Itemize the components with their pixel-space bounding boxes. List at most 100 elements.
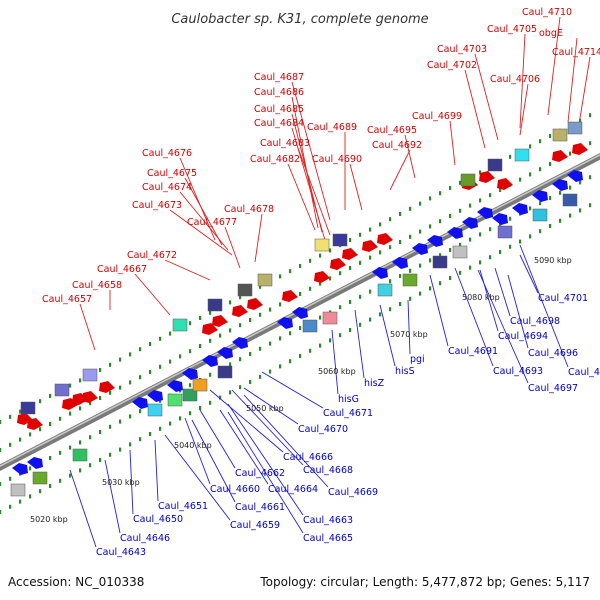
gene-label: Caul_4710 [522, 7, 572, 18]
bottom-gene-arrow [462, 217, 478, 229]
gene-label: Caul_4699 [412, 111, 462, 122]
tick-dot [149, 432, 152, 436]
gene-label: Caul_4658 [72, 280, 122, 291]
tick-dot [429, 196, 432, 201]
tick-dot [149, 342, 152, 346]
label-leader [243, 394, 329, 488]
tick-dot [249, 318, 252, 322]
tick-dot [199, 406, 202, 410]
bottom-gene-arrow [427, 235, 443, 247]
bottom-gene-arrow [167, 380, 183, 392]
tick-dot [279, 364, 282, 369]
gene-label: hisS [395, 366, 415, 377]
tick-dot [399, 212, 402, 216]
tick-dot [239, 385, 242, 390]
tick-dot [279, 302, 282, 307]
gene-label: Caul_4668 [303, 465, 353, 476]
tick-dot [269, 369, 272, 374]
gene-label: obgE [539, 28, 563, 39]
tick-dot [419, 263, 422, 268]
gene-box [257, 273, 273, 287]
gene-label: Caul_4659 [230, 520, 280, 531]
tick-dot [399, 274, 402, 278]
label-leader [191, 419, 236, 503]
label-leader [199, 409, 236, 469]
tick-dot [169, 421, 172, 426]
tick-dot [299, 292, 302, 296]
tick-dot [369, 255, 372, 260]
bottom-gene-arrow [492, 213, 508, 225]
tick-dot [129, 414, 132, 419]
tick-dot [499, 250, 502, 254]
tick-dot [569, 213, 572, 218]
tick-dot [469, 265, 472, 270]
gene-box [567, 121, 583, 135]
label-leader [407, 299, 411, 355]
tick-dot [19, 437, 22, 442]
bottom-gene-arrow [202, 355, 218, 367]
tick-dot [289, 331, 292, 336]
top-gene-arrow [247, 298, 263, 310]
tick-dot [509, 154, 512, 159]
tick-dot [589, 141, 592, 146]
tick-dot [319, 253, 322, 258]
tick-dot [0, 482, 2, 486]
gene-label: Caul_4693 [493, 366, 543, 377]
tick-dot [29, 432, 32, 437]
tick-dot [389, 279, 392, 284]
gene-box [460, 173, 476, 187]
tick-dot [249, 380, 252, 384]
top-gene-arrow [479, 171, 495, 183]
gene-box [532, 208, 548, 222]
gene-label: Caul_4703 [437, 44, 487, 55]
bottom-gene-arrow [12, 463, 28, 475]
gene-label: Caul_4698 [510, 316, 560, 327]
tick-dot [109, 452, 112, 457]
gene-box [217, 365, 233, 379]
tick-dot [99, 368, 102, 372]
label-leader [169, 209, 233, 256]
gene-label: Caul_4677 [187, 217, 237, 228]
tick-dot [139, 347, 142, 352]
tick-dot [49, 422, 52, 426]
tick-dot [549, 162, 552, 166]
gene-box [10, 483, 26, 497]
label-leader [231, 389, 304, 466]
tick-dot [89, 435, 92, 440]
gene-box [172, 318, 188, 332]
tick-dot [569, 151, 572, 156]
tick-dot [529, 206, 532, 211]
gene-label: Caul_4661 [235, 502, 285, 513]
gene-label: hisZ [364, 378, 385, 389]
gene-box [182, 388, 198, 402]
gene-label: Caul_4651 [158, 501, 208, 512]
tick-dot [329, 248, 332, 253]
tick-dot [19, 499, 22, 504]
tick-dot [399, 302, 402, 306]
gene-label: Caul_4666 [283, 452, 333, 463]
gene-label: Caul_4700 [568, 367, 600, 378]
tick-dot [169, 359, 172, 364]
gene-label: Caul_4665 [303, 533, 353, 544]
top-gene-arrow [27, 418, 43, 430]
label-leader [179, 191, 229, 251]
bottom-gene-arrow [182, 368, 198, 380]
tick-dot [379, 312, 382, 317]
gene-box [452, 245, 468, 259]
label-leader [164, 434, 231, 521]
gene-label: Caul_4674 [142, 182, 192, 193]
tick-dot [209, 338, 212, 343]
gene-label: Caul_4657 [42, 294, 92, 305]
label-leader [154, 439, 159, 502]
top-gene-arrow [314, 271, 330, 283]
gene-label: Caul_4671 [323, 408, 373, 419]
gene-label: Caul_4673 [132, 200, 182, 211]
tick-dot [89, 401, 92, 406]
gene-label: Caul_4685 [254, 104, 304, 115]
tick-dot [69, 473, 72, 478]
tick-dot [0, 420, 2, 424]
label-leader [464, 69, 486, 149]
tick-dot [239, 357, 242, 362]
gene-label: Caul_4667 [97, 264, 147, 275]
